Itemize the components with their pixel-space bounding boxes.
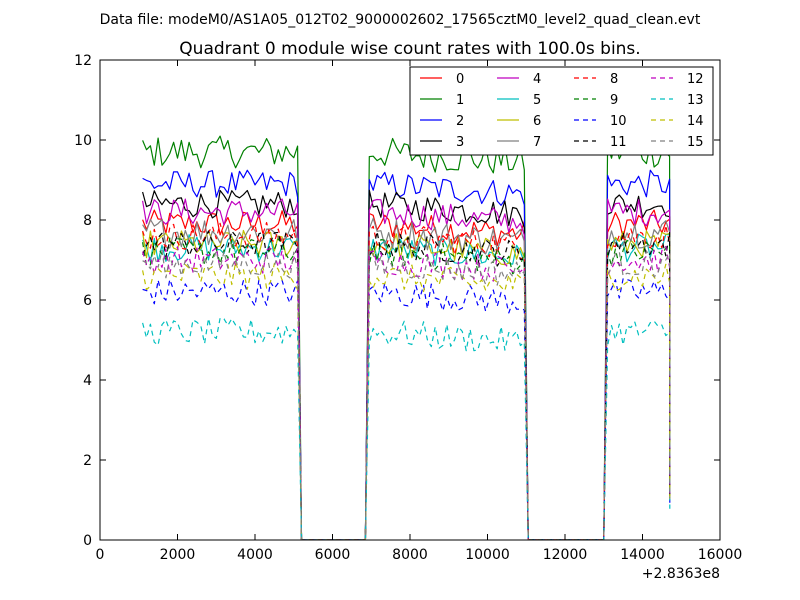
legend-label-8: 8: [610, 72, 618, 87]
legend-box: [409, 66, 714, 156]
legend-label-1: 1: [456, 93, 464, 108]
series-line-9: [142, 237, 671, 540]
y-tick-label: 12: [74, 53, 92, 69]
x-tick-label: 16000: [698, 547, 743, 563]
series-line-11: [142, 230, 671, 540]
series-line-13: [142, 317, 671, 540]
legend-label-2: 2: [456, 114, 464, 129]
x-tick-label: 14000: [620, 547, 665, 563]
chart-title: Quadrant 0 module wise count rates with …: [179, 39, 640, 59]
legend-label-15: 15: [687, 135, 704, 150]
y-tick-label: 0: [83, 533, 92, 549]
y-tick-label: 10: [74, 133, 92, 149]
legend-label-11: 11: [610, 135, 627, 150]
x-tick-label: 6000: [315, 547, 351, 563]
legend-label-6: 6: [533, 114, 541, 129]
x-offset-label: +2.8363e8: [642, 566, 720, 582]
legend-label-9: 9: [610, 93, 618, 108]
legend-label-10: 10: [610, 114, 627, 129]
x-tick-label: 10000: [465, 547, 510, 563]
axes: 0 2000 4000 6000 8000 10000 12000 14000 16000 0 2 4…: [74, 53, 742, 563]
x-tick-label: 8000: [392, 547, 428, 563]
y-tick-label: 6: [83, 293, 92, 309]
legend-label-4: 4: [533, 72, 541, 87]
plot-area: [142, 135, 671, 540]
legend-label-5: 5: [533, 93, 541, 108]
x-tick-label: 4000: [237, 547, 273, 563]
y-tick-label: 4: [83, 373, 92, 389]
legend-label-13: 13: [687, 93, 704, 108]
legend-label-14: 14: [687, 114, 704, 129]
legend-label-7: 7: [533, 135, 541, 150]
series-line-15: [142, 249, 671, 540]
x-tick-label: 12000: [543, 547, 588, 563]
y-tick-label: 8: [83, 213, 92, 229]
legend-label-3: 3: [456, 135, 464, 150]
suptitle: Data file: modeM0/AS1A05_012T02_90000026…: [100, 12, 701, 28]
x-tick-label: 0: [96, 547, 105, 563]
legend-label-12: 12: [687, 72, 704, 87]
y-tick-label: 2: [83, 453, 92, 469]
legend-label-0: 0: [456, 72, 464, 87]
x-tick-label: 2000: [160, 547, 196, 563]
